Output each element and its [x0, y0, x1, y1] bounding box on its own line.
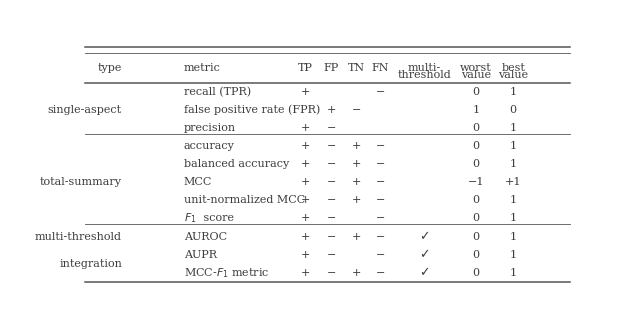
Text: 1: 1 — [472, 105, 480, 115]
Text: +: + — [300, 250, 310, 260]
Text: value: value — [461, 70, 491, 80]
Text: integration: integration — [59, 259, 122, 269]
Text: $F_1$: $F_1$ — [184, 212, 197, 225]
Text: MCC-$F_1$ metric: MCC-$F_1$ metric — [184, 266, 270, 280]
Text: 0: 0 — [472, 195, 480, 205]
Text: 0: 0 — [472, 268, 480, 278]
Text: −: − — [327, 195, 336, 205]
Text: 0: 0 — [472, 214, 480, 224]
Text: type: type — [98, 63, 122, 73]
Text: metric: metric — [184, 63, 220, 73]
Text: −: − — [376, 214, 385, 224]
Text: −: − — [327, 141, 336, 151]
Text: threshold: threshold — [397, 70, 451, 80]
Text: −: − — [376, 268, 385, 278]
Text: recall (TPR): recall (TPR) — [184, 87, 251, 97]
Text: TP: TP — [298, 63, 312, 73]
Text: −: − — [327, 159, 336, 169]
Text: +: + — [351, 159, 361, 169]
Text: multi-: multi- — [408, 63, 441, 73]
Text: AUROC: AUROC — [184, 231, 227, 241]
Text: −: − — [376, 159, 385, 169]
Text: −: − — [327, 177, 336, 187]
Text: +: + — [300, 123, 310, 133]
Text: +1: +1 — [505, 177, 521, 187]
Text: best: best — [501, 63, 525, 73]
Text: 1: 1 — [510, 159, 517, 169]
Text: AUPR: AUPR — [184, 250, 217, 260]
Text: +: + — [300, 87, 310, 97]
Text: −: − — [376, 141, 385, 151]
Text: 0: 0 — [472, 123, 480, 133]
Text: −: − — [376, 195, 385, 205]
Text: +: + — [351, 177, 361, 187]
Text: TN: TN — [348, 63, 365, 73]
Text: accuracy: accuracy — [184, 141, 235, 151]
Text: 0: 0 — [472, 87, 480, 97]
Text: −: − — [376, 250, 385, 260]
Text: −: − — [376, 87, 385, 97]
Text: +: + — [327, 105, 336, 115]
Text: +: + — [300, 214, 310, 224]
Text: MCC: MCC — [184, 177, 212, 187]
Text: +: + — [300, 195, 310, 205]
Text: worst: worst — [460, 63, 492, 73]
Text: −: − — [376, 231, 385, 241]
Text: score: score — [200, 214, 234, 224]
Text: 1: 1 — [510, 195, 517, 205]
Text: balanced accuracy: balanced accuracy — [184, 159, 289, 169]
Text: −: − — [351, 105, 361, 115]
Text: 0: 0 — [472, 159, 480, 169]
Text: 1: 1 — [510, 250, 517, 260]
Text: +: + — [351, 268, 361, 278]
Text: +: + — [351, 231, 361, 241]
Text: −: − — [376, 177, 385, 187]
Text: 1: 1 — [510, 214, 517, 224]
Text: 1: 1 — [510, 123, 517, 133]
Text: ✓: ✓ — [419, 230, 429, 243]
Text: total-summary: total-summary — [40, 177, 122, 187]
Text: −: − — [327, 231, 336, 241]
Text: +: + — [351, 141, 361, 151]
Text: ✓: ✓ — [419, 248, 429, 261]
Text: multi-threshold: multi-threshold — [35, 231, 122, 241]
Text: ✓: ✓ — [419, 266, 429, 279]
Text: unit-normalized MCC: unit-normalized MCC — [184, 195, 305, 205]
Text: FN: FN — [372, 63, 389, 73]
Text: false positive rate (FPR): false positive rate (FPR) — [184, 105, 320, 115]
Text: +: + — [300, 177, 310, 187]
Text: 1: 1 — [510, 268, 517, 278]
Text: 0: 0 — [472, 250, 480, 260]
Text: +: + — [351, 195, 361, 205]
Text: 0: 0 — [510, 105, 517, 115]
Text: precision: precision — [184, 123, 236, 133]
Text: +: + — [300, 231, 310, 241]
Text: 0: 0 — [472, 231, 480, 241]
Text: −: − — [327, 268, 336, 278]
Text: FP: FP — [324, 63, 339, 73]
Text: 0: 0 — [472, 141, 480, 151]
Text: −1: −1 — [468, 177, 484, 187]
Text: −: − — [327, 123, 336, 133]
Text: −: − — [327, 214, 336, 224]
Text: +: + — [300, 141, 310, 151]
Text: +: + — [300, 268, 310, 278]
Text: value: value — [498, 70, 528, 80]
Text: 1: 1 — [510, 87, 517, 97]
Text: 1: 1 — [510, 231, 517, 241]
Text: single-aspect: single-aspect — [48, 105, 122, 115]
Text: +: + — [300, 159, 310, 169]
Text: 1: 1 — [510, 141, 517, 151]
Text: −: − — [327, 250, 336, 260]
